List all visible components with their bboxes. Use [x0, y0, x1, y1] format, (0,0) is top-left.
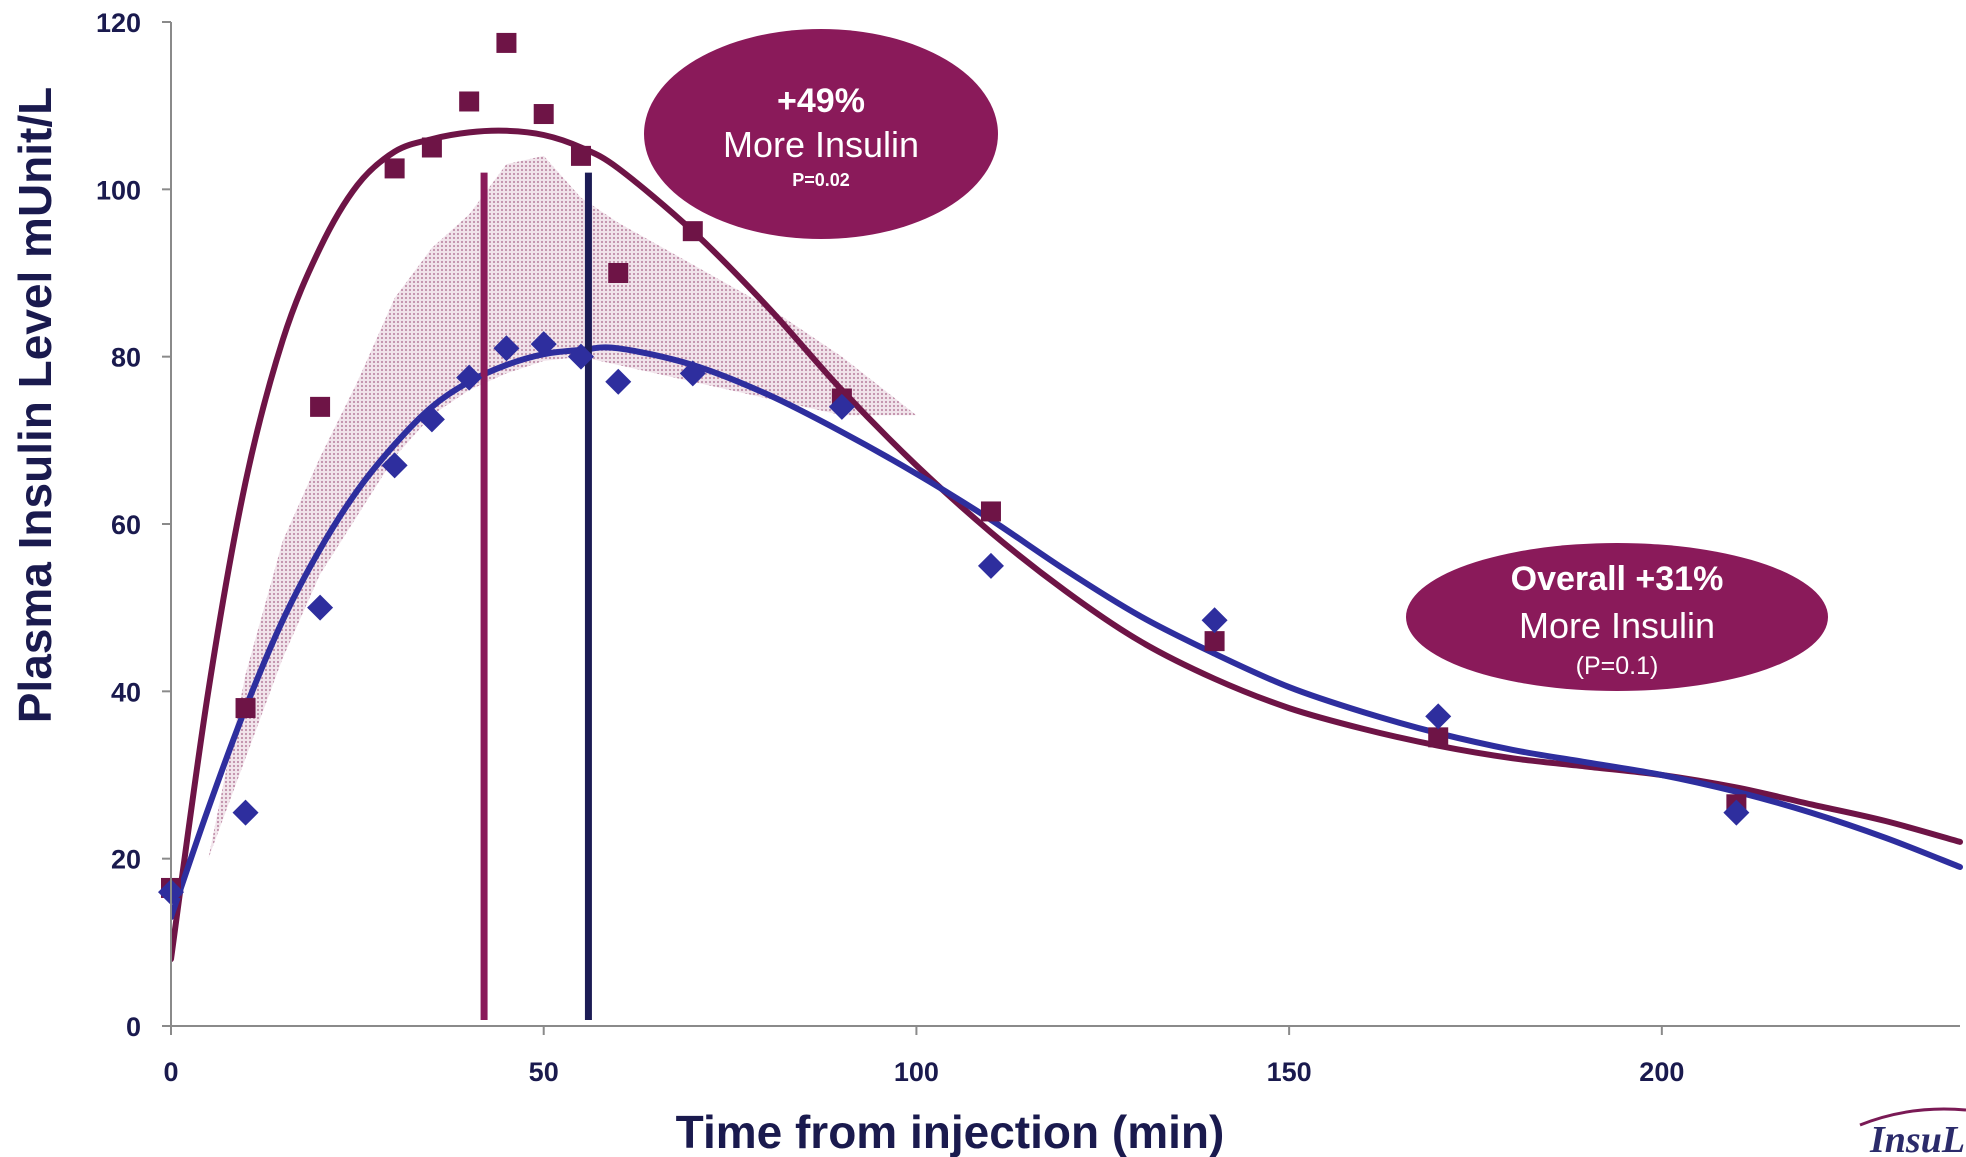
point-s0-14: [1428, 727, 1449, 748]
point-s1-11: [828, 393, 855, 420]
point-s1-15: [1723, 799, 1750, 826]
point-s1-6: [493, 335, 520, 362]
y-tick-label-80: 80: [111, 343, 141, 373]
annotation-overall: Overall +31% More Insulin (P=0.1): [1406, 543, 1828, 691]
point-s0-4: [421, 137, 442, 158]
fit-curve-1: [171, 344, 1963, 921]
brand-logo-swoosh: [1859, 1107, 1966, 1127]
point-s1-7: [530, 331, 557, 358]
x-tick-label-150: 150: [1267, 1057, 1312, 1087]
point-s1-8: [567, 343, 594, 370]
x-axis-title: Time from injection (min): [676, 1106, 1225, 1157]
point-s1-5: [456, 364, 483, 391]
y-tick-label-60: 60: [111, 510, 141, 540]
brand-logo: InsuLi: [1869, 1119, 1966, 1157]
y-tick-label-20: 20: [111, 845, 141, 875]
annotation-overall-line: More Insulin: [1519, 605, 1715, 646]
y-tick-label-120: 120: [96, 8, 141, 38]
point-s0-5: [459, 91, 480, 112]
point-s1-10: [679, 360, 706, 387]
point-s0-7: [533, 104, 554, 125]
y-axis-title: Plasma Insulin Level mUnit/L: [9, 87, 61, 724]
point-s1-13: [1201, 607, 1228, 634]
annotation-early: +49% More Insulin P=0.02: [644, 29, 998, 239]
point-s0-10: [682, 221, 703, 242]
point-s1-9: [605, 368, 632, 395]
fit-curve-0: [171, 127, 1963, 963]
x-tick-label-50: 50: [529, 1057, 559, 1087]
annotation-early-bubble: [644, 29, 998, 239]
y-tick-label-40: 40: [111, 677, 141, 707]
x-tick-label-100: 100: [894, 1057, 939, 1087]
peak-lines: [480, 172, 592, 1020]
point-s0-8: [570, 145, 591, 166]
y-tick-label-100: 100: [96, 175, 141, 205]
annotation-early-headline: +49%: [777, 82, 865, 120]
point-s1-14: [1425, 703, 1452, 730]
point-s0-6: [496, 32, 517, 53]
annotation-overall-headline: Overall +31%: [1511, 560, 1724, 598]
fit-curves: [171, 127, 1963, 963]
annotation-overall-note: (P=0.1): [1576, 652, 1659, 680]
x-tick-label-200: 200: [1639, 1057, 1684, 1087]
axes: [170, 22, 1960, 1027]
point-s1-2: [307, 594, 334, 621]
point-s0-3: [384, 158, 405, 179]
shaded-band-area: [171, 155, 917, 926]
point-s0-12: [980, 501, 1001, 522]
point-s0-2: [310, 396, 331, 417]
point-s0-1: [235, 698, 256, 719]
ticks: 0 20 40 60 80 100 120 0 50 100 150 200: [96, 8, 1684, 1087]
annotation-early-note: P=0.02: [792, 170, 850, 190]
data-points: [158, 32, 1750, 906]
annotation-overall-bubble: [1406, 543, 1828, 691]
annotation-early-line: More Insulin: [723, 124, 919, 165]
shaded-band: [171, 155, 917, 926]
y-tick-label-0: 0: [126, 1012, 141, 1042]
point-s1-4: [418, 406, 445, 433]
x-tick-label-0: 0: [163, 1057, 178, 1087]
point-s1-1: [232, 799, 259, 826]
point-s1-12: [977, 552, 1004, 579]
point-s0-9: [608, 263, 629, 283]
point-s0-13: [1204, 631, 1225, 652]
point-s1-3: [381, 452, 408, 479]
